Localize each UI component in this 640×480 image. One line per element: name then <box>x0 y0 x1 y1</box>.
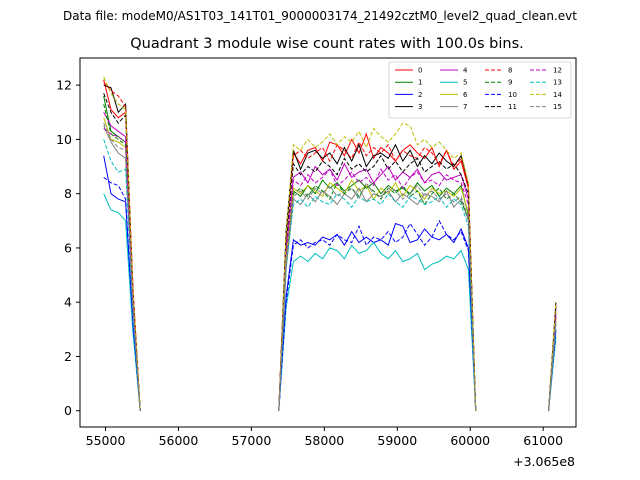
x-tick-label: 61000 <box>523 433 563 448</box>
series-10-line-segment-1 <box>103 176 141 411</box>
y-tick-label: 0 <box>64 403 72 418</box>
legend-label-7: 7 <box>463 103 467 111</box>
series-13-line-segment-1 <box>103 139 141 411</box>
series-7-line-segment-2 <box>278 187 477 411</box>
series-15-line-segment-1 <box>103 122 141 411</box>
legend-label-10: 10 <box>508 91 517 99</box>
series-1-line-segment-2 <box>278 179 477 411</box>
legend-label-2: 2 <box>418 91 422 99</box>
series-0-line-segment-2 <box>278 132 477 411</box>
series-9-line-segment-2 <box>278 181 477 411</box>
series-14-line-segment-1 <box>103 76 141 411</box>
legend-label-5: 5 <box>463 79 467 87</box>
series-10-line-segment-2 <box>278 219 477 411</box>
x-tick-label: 58000 <box>304 433 344 448</box>
series-6-line-segment-2 <box>278 179 477 411</box>
y-tick-label: 4 <box>64 295 72 310</box>
series-15-line-segment-3 <box>548 321 557 411</box>
y-tick-label: 6 <box>64 240 72 255</box>
legend-label-12: 12 <box>553 67 562 75</box>
legend-label-0: 0 <box>418 67 422 75</box>
y-tick-label: 12 <box>56 78 72 93</box>
series-4-line-segment-2 <box>278 162 477 411</box>
y-axis: 0 2 4 6 8 10 12 <box>56 78 80 418</box>
legend-label-3: 3 <box>418 103 422 111</box>
y-tick-label: 8 <box>64 186 72 201</box>
y-tick-label: 10 <box>56 132 72 147</box>
axes-frame <box>79 57 577 428</box>
series-12-line-segment-2 <box>278 168 477 411</box>
x-axis: 55000 56000 57000 58000 59000 60000 61000 <box>86 427 563 448</box>
series-2-line-segment-1 <box>103 155 141 411</box>
x-tick-label: 57000 <box>232 433 272 448</box>
legend-label-14: 14 <box>553 91 562 99</box>
series-3-line-segment-2 <box>278 143 477 411</box>
legend-label-9: 9 <box>508 79 512 87</box>
series-7-line-segment-1 <box>103 125 141 411</box>
x-axis-offset-label: +3.065e8 <box>513 454 575 469</box>
series-14-line-segment-2 <box>278 122 477 411</box>
series-8-line-segment-2 <box>278 140 477 411</box>
series-5-line-segment-2 <box>278 241 477 411</box>
legend-label-1: 1 <box>418 79 422 87</box>
data-file-suptitle: Data file: modeM0/AS1T03_141T01_90000031… <box>63 9 577 23</box>
series-1-line-segment-1 <box>103 95 141 411</box>
series-15-line-segment-2 <box>278 181 477 411</box>
chart-title: Quadrant 3 module wise count rates with … <box>130 36 524 52</box>
x-tick-label: 55000 <box>86 433 126 448</box>
legend-label-4: 4 <box>463 67 468 75</box>
x-tick-label: 56000 <box>159 433 199 448</box>
series-9-line-segment-1 <box>103 103 141 411</box>
series-11-line-segment-2 <box>278 154 477 411</box>
series-2-line-segment-2 <box>278 222 477 411</box>
legend-label-13: 13 <box>553 79 562 87</box>
legend-box <box>388 61 572 119</box>
series-13-line-segment-2 <box>278 192 477 411</box>
series-11-line-segment-1 <box>103 93 141 411</box>
x-tick-label: 60000 <box>450 433 490 448</box>
series-8-line-segment-1 <box>103 82 141 411</box>
legend-label-11: 11 <box>508 103 517 111</box>
plot-area-lines <box>103 76 557 411</box>
x-tick-label: 59000 <box>377 433 417 448</box>
y-tick-label: 2 <box>64 349 72 364</box>
series-6-line-segment-1 <box>103 117 141 411</box>
legend-label-6: 6 <box>463 91 468 99</box>
legend-label-8: 8 <box>508 67 512 75</box>
legend-label-15: 15 <box>553 103 562 111</box>
series-5-line-segment-1 <box>103 193 141 411</box>
series-0-line-segment-1 <box>103 79 141 411</box>
